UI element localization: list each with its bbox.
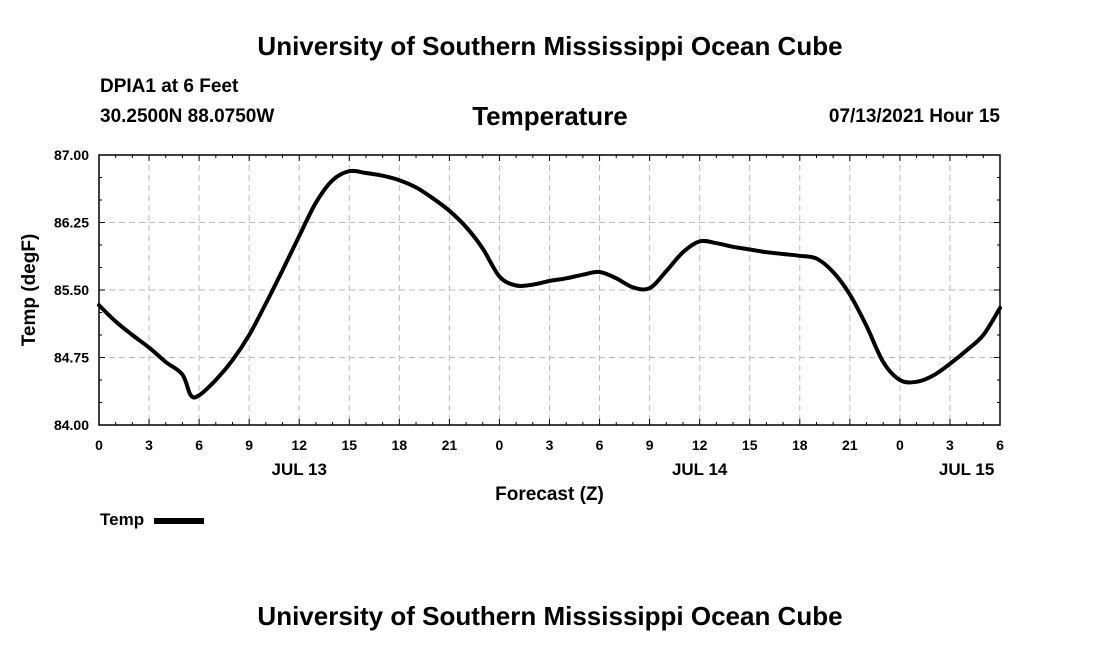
legend: Temp bbox=[100, 510, 205, 530]
x-tick-label: 6 bbox=[996, 437, 1004, 453]
legend-label: Temp bbox=[100, 510, 145, 529]
x-tick-label: 0 bbox=[896, 437, 904, 453]
x-tick-label: 21 bbox=[842, 437, 858, 453]
axis-labels: 0 3 6 9 12 15 18 21 0 3 6 9 12 15 18 21 0 3 6 84.00 84.75 85.… bbox=[19, 147, 1004, 505]
x-axis-title: Forecast (Z) bbox=[495, 484, 604, 505]
date-label: JUL 13 bbox=[271, 460, 326, 479]
x-tick-label: 6 bbox=[195, 437, 203, 453]
y-tick-label: 84.00 bbox=[54, 417, 89, 433]
x-tick-label: 21 bbox=[442, 437, 458, 453]
x-tick-label: 18 bbox=[392, 437, 408, 453]
date-label: JUL 15 bbox=[939, 460, 994, 479]
x-tick-label: 12 bbox=[291, 437, 307, 453]
x-tick-label: 0 bbox=[496, 437, 504, 453]
y-tick-label: 86.25 bbox=[54, 215, 89, 231]
footer-title: University of Southern Mississippi Ocean… bbox=[257, 601, 843, 631]
x-tick-label: 15 bbox=[341, 437, 357, 453]
plot-frame bbox=[98, 154, 1001, 426]
y-axis-title: Temp (degF) bbox=[19, 234, 40, 347]
grid bbox=[99, 155, 1000, 425]
station-coordinates: 30.2500N 88.0750W bbox=[100, 106, 275, 127]
x-tick-label: 9 bbox=[245, 437, 253, 453]
run-time: 07/13/2021 Hour 15 bbox=[828, 106, 1000, 127]
x-tick-label: 18 bbox=[792, 437, 808, 453]
station-name: DPIA1 at 6 Feet bbox=[100, 76, 239, 97]
x-tick-label: 3 bbox=[145, 437, 153, 453]
y-tick-label: 85.50 bbox=[54, 282, 89, 298]
x-tick-label: 3 bbox=[546, 437, 554, 453]
x-tick-label: 0 bbox=[95, 437, 103, 453]
y-tick-label: 84.75 bbox=[54, 350, 89, 366]
chart-title: Temperature bbox=[472, 101, 628, 131]
legend-swatch bbox=[154, 518, 205, 524]
page-title: University of Southern Mississippi Ocean… bbox=[257, 31, 843, 61]
x-tick-label: 3 bbox=[946, 437, 954, 453]
temp-series-line bbox=[97, 168, 1002, 400]
date-label: JUL 14 bbox=[672, 460, 728, 479]
y-tick-label: 87.00 bbox=[54, 147, 89, 163]
x-tick-label: 12 bbox=[692, 437, 708, 453]
x-tick-label: 9 bbox=[646, 437, 654, 453]
x-tick-label: 15 bbox=[742, 437, 758, 453]
x-tick-label: 6 bbox=[596, 437, 604, 453]
